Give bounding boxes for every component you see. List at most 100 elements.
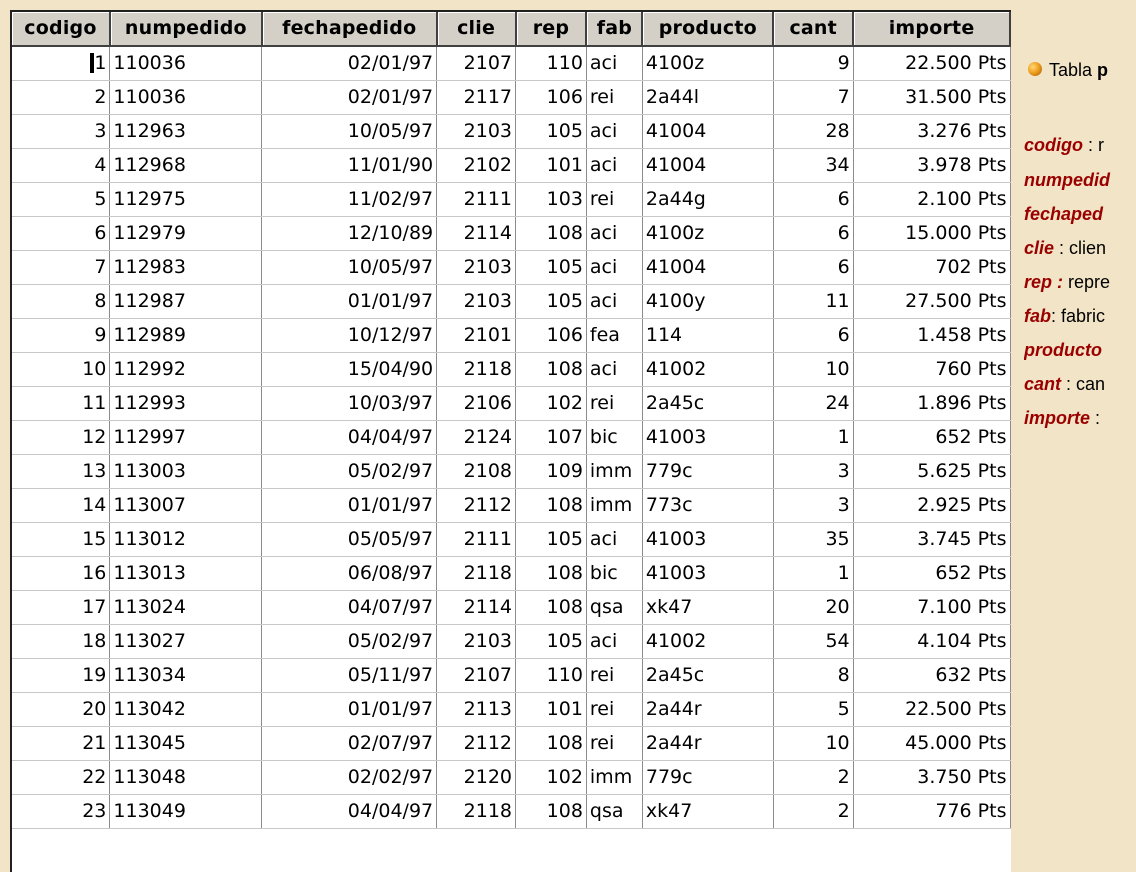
cell-importe[interactable]: 2.925 Pts <box>853 488 1011 523</box>
cell-producto[interactable]: 2a45c <box>642 386 774 421</box>
cell-cant[interactable]: 54 <box>773 624 854 659</box>
cell-fab[interactable]: rei <box>586 658 643 693</box>
cell-clie[interactable]: 2103 <box>436 250 517 285</box>
cell-numpedido[interactable]: 113027 <box>109 624 263 659</box>
table-row[interactable]: 10 112992 15/04/90 2118 108 aci 41002 10 760 Pts <box>12 352 1011 387</box>
cell-rep[interactable]: 105 <box>515 284 587 319</box>
cell-fechapedido[interactable]: 11/01/90 <box>261 148 438 183</box>
cell-fab[interactable]: imm <box>586 454 643 489</box>
cell-importe[interactable]: 3.745 Pts <box>853 522 1011 557</box>
cell-clie[interactable]: 2118 <box>436 352 517 387</box>
cell-clie[interactable]: 2101 <box>436 318 517 353</box>
cell-rep[interactable]: 109 <box>515 454 587 489</box>
cell-clie[interactable]: 2118 <box>436 794 517 829</box>
cell-fab[interactable]: rei <box>586 726 643 761</box>
cell-importe[interactable]: 760 Pts <box>853 352 1011 387</box>
cell-fab[interactable]: imm <box>586 760 643 795</box>
cell-numpedido[interactable]: 112975 <box>109 182 263 217</box>
cell-importe[interactable]: 3.276 Pts <box>853 114 1011 149</box>
cell-fab[interactable]: rei <box>586 182 643 217</box>
cell-importe[interactable]: 632 Pts <box>853 658 1011 693</box>
cell-fechapedido[interactable]: 05/11/97 <box>261 658 438 693</box>
cell-fechapedido[interactable]: 04/04/97 <box>261 420 438 455</box>
cell-numpedido[interactable]: 113007 <box>109 488 263 523</box>
cell-codigo[interactable]: 15 <box>12 522 111 557</box>
table-row[interactable]: 12 112997 04/04/97 2124 107 bic 41003 1 652 Pts <box>12 420 1011 455</box>
cell-importe[interactable]: 5.625 Pts <box>853 454 1011 489</box>
cell-codigo[interactable]: 9 <box>12 318 111 353</box>
cell-numpedido[interactable]: 110036 <box>109 46 263 81</box>
cell-fechapedido[interactable]: 10/12/97 <box>261 318 438 353</box>
cell-importe[interactable]: 3.750 Pts <box>853 760 1011 795</box>
cell-rep[interactable]: 106 <box>515 80 587 115</box>
cell-producto[interactable]: 114 <box>642 318 774 353</box>
cell-rep[interactable]: 101 <box>515 148 587 183</box>
cell-numpedido[interactable]: 113042 <box>109 692 263 727</box>
cell-fab[interactable]: aci <box>586 216 643 251</box>
cell-producto[interactable]: 41003 <box>642 556 774 591</box>
cell-codigo[interactable]: 4 <box>12 148 111 183</box>
cell-clie[interactable]: 2106 <box>436 386 517 421</box>
cell-fechapedido[interactable]: 05/05/97 <box>261 522 438 557</box>
cell-fechapedido[interactable]: 01/01/97 <box>261 284 438 319</box>
cell-rep[interactable]: 102 <box>515 760 587 795</box>
cell-fab[interactable]: aci <box>586 250 643 285</box>
cell-cant[interactable]: 2 <box>773 760 854 795</box>
cell-cant[interactable]: 1 <box>773 556 854 591</box>
cell-codigo[interactable]: 20 <box>12 692 111 727</box>
cell-numpedido[interactable]: 112997 <box>109 420 263 455</box>
cell-codigo[interactable]: 8 <box>12 284 111 319</box>
cell-codigo[interactable]: 16 <box>12 556 111 591</box>
cell-rep[interactable]: 108 <box>515 352 587 387</box>
cell-producto[interactable]: 2a45c <box>642 658 774 693</box>
cell-clie[interactable]: 2112 <box>436 488 517 523</box>
cell-producto[interactable]: 2a44r <box>642 692 774 727</box>
cell-cant[interactable]: 28 <box>773 114 854 149</box>
cell-cant[interactable]: 11 <box>773 284 854 319</box>
table-row[interactable]: 11 112993 10/03/97 2106 102 rei 2a45c 24 1.896 P… <box>12 386 1011 421</box>
cell-clie[interactable]: 2114 <box>436 216 517 251</box>
cell-numpedido[interactable]: 110036 <box>109 80 263 115</box>
cell-producto[interactable]: 779c <box>642 760 774 795</box>
column-header-fechapedido[interactable]: fechapedido <box>261 12 438 47</box>
cell-importe[interactable]: 652 Pts <box>853 556 1011 591</box>
cell-importe[interactable]: 776 Pts <box>853 794 1011 829</box>
cell-codigo[interactable]: 2 <box>12 80 111 115</box>
cell-importe[interactable]: 3.978 Pts <box>853 148 1011 183</box>
table-row[interactable]: 15 113012 05/05/97 2111 105 aci 41003 35 3.745 P… <box>12 522 1011 557</box>
cell-clie[interactable]: 2111 <box>436 522 517 557</box>
cell-producto[interactable]: 2a44g <box>642 182 774 217</box>
cell-producto[interactable]: 41003 <box>642 522 774 557</box>
cell-clie[interactable]: 2103 <box>436 624 517 659</box>
cell-numpedido[interactable]: 112987 <box>109 284 263 319</box>
cell-cant[interactable]: 6 <box>773 182 854 217</box>
cell-cant[interactable]: 3 <box>773 488 854 523</box>
cell-rep[interactable]: 110 <box>515 46 587 81</box>
cell-codigo[interactable]: 6 <box>12 216 111 251</box>
table-row[interactable]: 4 112968 11/01/90 2102 101 aci 41004 34 3.978 Pt… <box>12 148 1011 183</box>
cell-importe[interactable]: 4.104 Pts <box>853 624 1011 659</box>
cell-rep[interactable]: 105 <box>515 624 587 659</box>
cell-producto[interactable]: xk47 <box>642 590 774 625</box>
cell-clie[interactable]: 2112 <box>436 726 517 761</box>
cell-producto[interactable]: 41004 <box>642 250 774 285</box>
cell-numpedido[interactable]: 113012 <box>109 522 263 557</box>
cell-fechapedido[interactable]: 06/08/97 <box>261 556 438 591</box>
cell-codigo[interactable]: 12 <box>12 420 111 455</box>
cell-codigo[interactable]: 19 <box>12 658 111 693</box>
cell-cant[interactable]: 7 <box>773 80 854 115</box>
column-header-clie[interactable]: clie <box>436 12 517 47</box>
cell-fechapedido[interactable]: 05/02/97 <box>261 624 438 659</box>
table-row[interactable]: 14 113007 01/01/97 2112 108 imm 773c 3 2.925 Pts <box>12 488 1011 523</box>
cell-fechapedido[interactable]: 02/07/97 <box>261 726 438 761</box>
cell-cant[interactable]: 6 <box>773 250 854 285</box>
cell-cant[interactable]: 20 <box>773 590 854 625</box>
cell-codigo[interactable]: 18 <box>12 624 111 659</box>
table-row[interactable]: 17 113024 04/07/97 2114 108 qsa xk47 20 7.100 Pt… <box>12 590 1011 625</box>
cell-fab[interactable]: aci <box>586 522 643 557</box>
cell-clie[interactable]: 2107 <box>436 46 517 81</box>
cell-cant[interactable]: 10 <box>773 726 854 761</box>
cell-rep[interactable]: 107 <box>515 420 587 455</box>
cell-fab[interactable]: bic <box>586 420 643 455</box>
cell-cant[interactable]: 5 <box>773 692 854 727</box>
